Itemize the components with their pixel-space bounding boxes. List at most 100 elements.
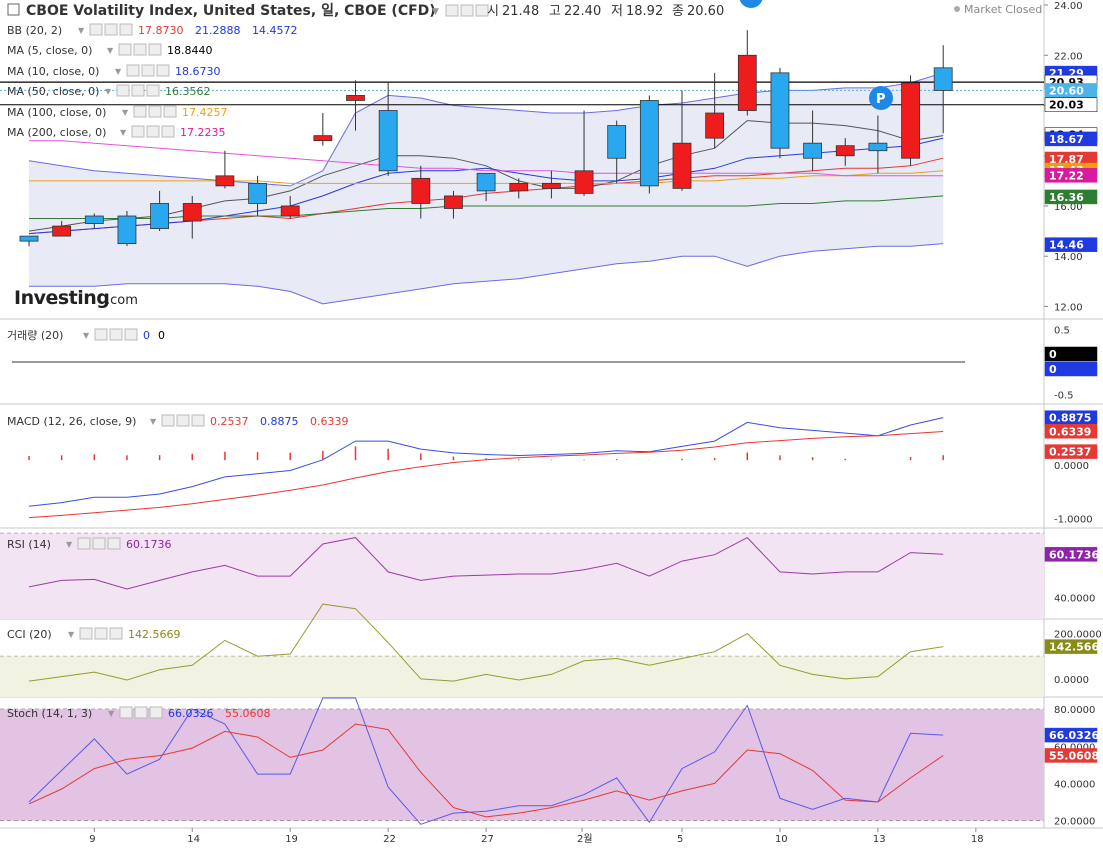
eye-icon[interactable] xyxy=(133,105,147,118)
candle[interactable] xyxy=(444,190,463,219)
series-line xyxy=(28,120,944,232)
indicator-legend-row[interactable]: 거래량 (20) ▼ 0 0 xyxy=(7,328,165,342)
eye-icon[interactable] xyxy=(126,64,140,77)
close-icon[interactable] xyxy=(119,23,133,36)
header-box-icon[interactable] xyxy=(7,3,20,16)
eye-icon[interactable] xyxy=(131,125,145,138)
indicator-dropdown-icon[interactable]: ▼ xyxy=(78,26,85,35)
eye-icon[interactable] xyxy=(161,414,175,427)
candle[interactable] xyxy=(868,115,888,174)
series-line xyxy=(28,137,944,235)
candle[interactable] xyxy=(84,213,104,229)
gear-icon[interactable] xyxy=(146,125,160,138)
close-icon[interactable] xyxy=(146,84,160,97)
eye-icon[interactable] xyxy=(79,627,93,640)
eye-icon[interactable] xyxy=(94,328,108,341)
indicator-dropdown-icon[interactable]: ▼ xyxy=(150,417,157,426)
marker-p-icon[interactable]: P xyxy=(869,86,893,110)
gear-icon[interactable] xyxy=(141,64,155,77)
gear-icon[interactable] xyxy=(176,414,190,427)
indicator-legend-row[interactable]: MA (10, close, 0) ▼ 18.6730 xyxy=(7,64,221,78)
indicator-legend-row[interactable]: MACD (12, 26, close, 9) ▼ 0.2537 0.8875 0.63… xyxy=(7,414,349,428)
indicator-legend-row[interactable]: BB (20, 2) ▼ 17.8730 21.2888 14.4572 xyxy=(7,23,298,37)
title-dropdown-icon[interactable]: ▼ xyxy=(432,7,439,17)
gear-icon[interactable] xyxy=(92,537,106,550)
eye-icon[interactable] xyxy=(119,706,133,719)
indicator-dropdown-icon[interactable]: ▼ xyxy=(107,46,114,55)
series-line xyxy=(28,603,944,682)
gear-icon[interactable] xyxy=(104,23,118,36)
indicator-legend-row[interactable]: MA (5, close, 0) ▼ 18.8440 xyxy=(7,43,213,57)
close-icon[interactable] xyxy=(191,414,205,427)
candle[interactable] xyxy=(607,120,627,184)
gear-icon[interactable] xyxy=(131,84,145,97)
candle[interactable] xyxy=(835,138,855,166)
candles[interactable] xyxy=(19,30,953,247)
candle[interactable] xyxy=(639,95,659,194)
candle[interactable] xyxy=(378,82,398,176)
gear-icon[interactable] xyxy=(148,105,162,118)
close-icon[interactable] xyxy=(109,627,123,640)
eye-icon[interactable] xyxy=(116,84,130,97)
indicator-legend-row[interactable]: Stoch (14, 1, 3) ▼ 66.0326 55.0608 xyxy=(7,706,271,720)
candle-body xyxy=(84,215,104,224)
candle[interactable] xyxy=(933,45,953,134)
indicator-dropdown-icon[interactable]: ▼ xyxy=(68,630,75,639)
candle[interactable] xyxy=(672,90,692,191)
candle[interactable] xyxy=(770,67,790,159)
candle[interactable] xyxy=(19,235,39,247)
close-icon[interactable] xyxy=(163,105,177,118)
candle[interactable] xyxy=(182,195,202,239)
close-icon[interactable] xyxy=(148,43,162,56)
indicator-dropdown-icon[interactable]: ▼ xyxy=(122,108,129,117)
eye-icon[interactable] xyxy=(77,537,91,550)
candle[interactable] xyxy=(117,210,137,247)
indicator-legend-row[interactable]: MA (100, close, 0) ▼ 17.4257 xyxy=(7,105,228,119)
candle[interactable] xyxy=(346,80,365,131)
close-icon[interactable] xyxy=(107,537,121,550)
candle[interactable] xyxy=(52,221,72,237)
eye-icon[interactable] xyxy=(445,4,459,17)
candle[interactable] xyxy=(313,113,333,146)
indicator-legend-row[interactable]: CCI (20) ▼ 142.5669 xyxy=(7,627,181,641)
gear-icon[interactable] xyxy=(133,43,147,56)
close-icon[interactable] xyxy=(149,706,163,719)
candle[interactable] xyxy=(803,110,822,171)
candle[interactable] xyxy=(248,175,267,217)
indicator-dropdown-icon[interactable]: ▼ xyxy=(83,331,90,340)
eye-icon[interactable] xyxy=(89,23,103,36)
candle[interactable] xyxy=(150,190,170,232)
indicator-legend-row[interactable]: RSI (14) ▼ 60.1736 xyxy=(7,537,172,551)
title-settings-icons[interactable] xyxy=(445,4,489,17)
indicator-legend-row[interactable]: MA (200, close, 0) ▼ 17.2235 xyxy=(7,125,226,139)
eye-icon[interactable] xyxy=(118,43,132,56)
candle[interactable] xyxy=(280,195,300,219)
candle[interactable] xyxy=(705,72,725,149)
candle[interactable] xyxy=(737,30,757,116)
indicator-dropdown-icon[interactable]: ▼ xyxy=(120,128,127,137)
gear-icon[interactable] xyxy=(94,627,108,640)
candle[interactable] xyxy=(476,172,496,201)
candle[interactable] xyxy=(215,150,235,189)
candle[interactable] xyxy=(411,165,431,219)
indicator-dropdown-icon[interactable]: ▼ xyxy=(66,540,73,549)
indicator-dropdown-icon[interactable]: ▼ xyxy=(105,87,112,96)
candle[interactable] xyxy=(509,178,529,199)
x-tick-label: 19 xyxy=(285,834,298,845)
candle[interactable] xyxy=(574,110,594,196)
indicator-legend-row[interactable]: MA (50, close, 0) ▼ 16.3562 xyxy=(7,84,211,98)
indicator-dropdown-icon[interactable]: ▼ xyxy=(115,67,122,76)
gear-icon[interactable] xyxy=(109,328,123,341)
gear-icon[interactable] xyxy=(460,4,474,17)
candle[interactable] xyxy=(901,75,920,166)
close-icon[interactable] xyxy=(475,4,489,17)
value-tag-bg xyxy=(1044,727,1098,743)
gear-icon[interactable] xyxy=(134,706,148,719)
close-icon[interactable] xyxy=(161,125,175,138)
event-marker-icon[interactable] xyxy=(739,0,763,8)
candle[interactable] xyxy=(542,170,561,199)
close-icon[interactable] xyxy=(156,64,170,77)
close-icon[interactable] xyxy=(124,328,138,341)
indicator-dropdown-icon[interactable]: ▼ xyxy=(108,709,115,718)
